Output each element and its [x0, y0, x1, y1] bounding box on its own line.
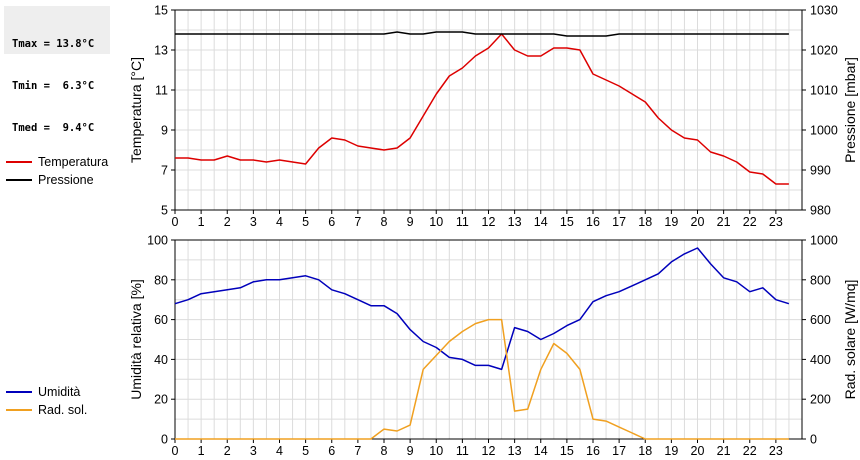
bottom-x-tick-label: 0 [172, 444, 179, 458]
top-y-right-tick-label: 1010 [810, 84, 838, 98]
bottom-y-right-tick-label: 400 [810, 353, 831, 367]
legend-label-temperatura: Temperatura [38, 155, 109, 169]
top-x-tick-label: 13 [508, 215, 522, 229]
top-y-right-tick-label: 1030 [810, 4, 838, 18]
top-y-left-tick-label: 9 [161, 124, 168, 138]
top-x-tick-label: 17 [612, 215, 626, 229]
top-ylabel-left: Temperatura [°C] [128, 57, 144, 163]
tmax-text: Tmax = 13.8°C [12, 38, 95, 50]
legend-item-rad-sol: Rad. sol. [6, 402, 87, 418]
top-x-tick-label: 16 [586, 215, 600, 229]
top-x-tick-label: 5 [302, 215, 309, 229]
bottom-x-tick-label: 19 [664, 444, 678, 458]
bottom-y-right-tick-label: 800 [810, 273, 831, 287]
tmin-text: Tmin = 6.3°C [12, 80, 95, 92]
bottom-ylabel-left: Umidità relativa [%] [128, 279, 144, 400]
bottom-x-tick-label: 2 [224, 444, 231, 458]
bottom-x-tick-label: 1 [198, 444, 205, 458]
bottom-x-tick-label: 14 [534, 444, 548, 458]
top-y-left-tick-label: 11 [155, 84, 168, 98]
top-x-tick-label: 14 [534, 215, 548, 229]
legend-swatch-pressione [6, 179, 32, 181]
legend-item-temperatura: Temperatura [6, 154, 108, 170]
top-x-tick-label: 11 [456, 215, 469, 229]
bottom-y-right-tick-label: 1000 [810, 234, 838, 248]
bottom-x-tick-label: 11 [456, 444, 469, 458]
stats-box: Tmax = 13.8°C Tmin = 6.3°C Tmed = 9.4°C [4, 6, 110, 134]
top-x-tick-label: 20 [691, 215, 705, 229]
bottom-ylabel-right: Rad. solare [W/mq] [842, 280, 858, 400]
bottom-x-tick-label: 8 [381, 444, 388, 458]
top-series-temperatura [175, 33, 789, 185]
legend-swatch-rad-sol [6, 409, 32, 411]
top-x-tick-label: 2 [224, 215, 231, 229]
top-y-left-tick-label: 13 [154, 44, 168, 58]
bottom-x-tick-label: 22 [743, 444, 757, 458]
legend-item-pressione: Pressione [6, 172, 94, 188]
top-x-tick-label: 19 [664, 215, 678, 229]
bottom-x-tick-label: 6 [328, 444, 335, 458]
bottom-x-tick-label: 23 [769, 444, 783, 458]
legend-swatch-umidita [6, 391, 32, 393]
top-y-left-tick-label: 7 [161, 164, 168, 178]
bottom-x-tick-label: 12 [482, 444, 496, 458]
bottom-x-tick-label: 3 [250, 444, 257, 458]
top-x-tick-label: 7 [354, 215, 361, 229]
bottom-series-umidit [174, 247, 790, 371]
top-x-tick-label: 22 [743, 215, 757, 229]
top-x-tick-label: 4 [276, 215, 283, 229]
bottom-x-tick-label: 20 [691, 444, 705, 458]
bottom-y-left-tick-label: 0 [161, 433, 168, 447]
top-x-tick-label: 6 [328, 215, 335, 229]
bottom-x-tick-label: 10 [429, 444, 443, 458]
top-y-left-tick-label: 15 [154, 4, 168, 18]
bottom-x-tick-label: 16 [586, 444, 600, 458]
top-x-tick-label: 1 [198, 215, 205, 229]
top-x-tick-label: 8 [381, 215, 388, 229]
legend-label-umidita: Umidità [38, 385, 81, 399]
tmed-text: Tmed = 9.4°C [12, 122, 95, 134]
bottom-y-left-tick-label: 60 [154, 313, 168, 327]
bottom-y-left-tick-label: 100 [147, 234, 168, 248]
bottom-y-right-tick-label: 0 [810, 433, 817, 447]
bottom-x-tick-label: 13 [508, 444, 522, 458]
top-y-right-tick-label: 980 [810, 204, 831, 218]
bottom-y-left-tick-label: 80 [154, 273, 168, 287]
bottom-y-left-tick-label: 20 [154, 393, 168, 407]
top-x-tick-label: 3 [250, 215, 257, 229]
top-x-tick-label: 9 [407, 215, 414, 229]
bottom-x-tick-label: 7 [354, 444, 361, 458]
top-x-tick-label: 15 [560, 215, 574, 229]
bottom-x-tick-label: 21 [717, 444, 731, 458]
top-y-right-tick-label: 1000 [810, 124, 838, 138]
top-y-right-tick-label: 990 [810, 164, 831, 178]
top-x-tick-label: 18 [638, 215, 652, 229]
legend-label-rad-sol: Rad. sol. [38, 403, 88, 417]
bottom-series-rad-sol [175, 318, 789, 440]
bottom-x-tick-label: 4 [276, 444, 283, 458]
legend-swatch-temperatura [6, 161, 32, 163]
top-series-pressione [175, 31, 789, 37]
bottom-x-tick-label: 18 [638, 444, 652, 458]
top-x-tick-label: 0 [172, 215, 179, 229]
top-y-right-tick-label: 1020 [810, 44, 838, 58]
bottom-x-tick-label: 9 [407, 444, 414, 458]
top-x-tick-label: 21 [717, 215, 731, 229]
top-y-left-tick-label: 5 [161, 204, 168, 218]
legend-item-umidita: Umidità [6, 384, 80, 400]
bottom-x-tick-label: 5 [302, 444, 309, 458]
top-x-tick-label: 12 [482, 215, 496, 229]
bottom-y-left-tick-label: 40 [154, 353, 168, 367]
top-x-tick-label: 10 [429, 215, 443, 229]
bottom-x-tick-label: 15 [560, 444, 574, 458]
bottom-y-right-tick-label: 200 [810, 393, 831, 407]
legend-label-pressione: Pressione [38, 173, 94, 187]
top-ylabel-right: Pressione [mbar] [842, 57, 858, 163]
bottom-y-right-tick-label: 600 [810, 313, 831, 327]
top-x-tick-label: 23 [769, 215, 783, 229]
bottom-x-tick-label: 17 [612, 444, 626, 458]
